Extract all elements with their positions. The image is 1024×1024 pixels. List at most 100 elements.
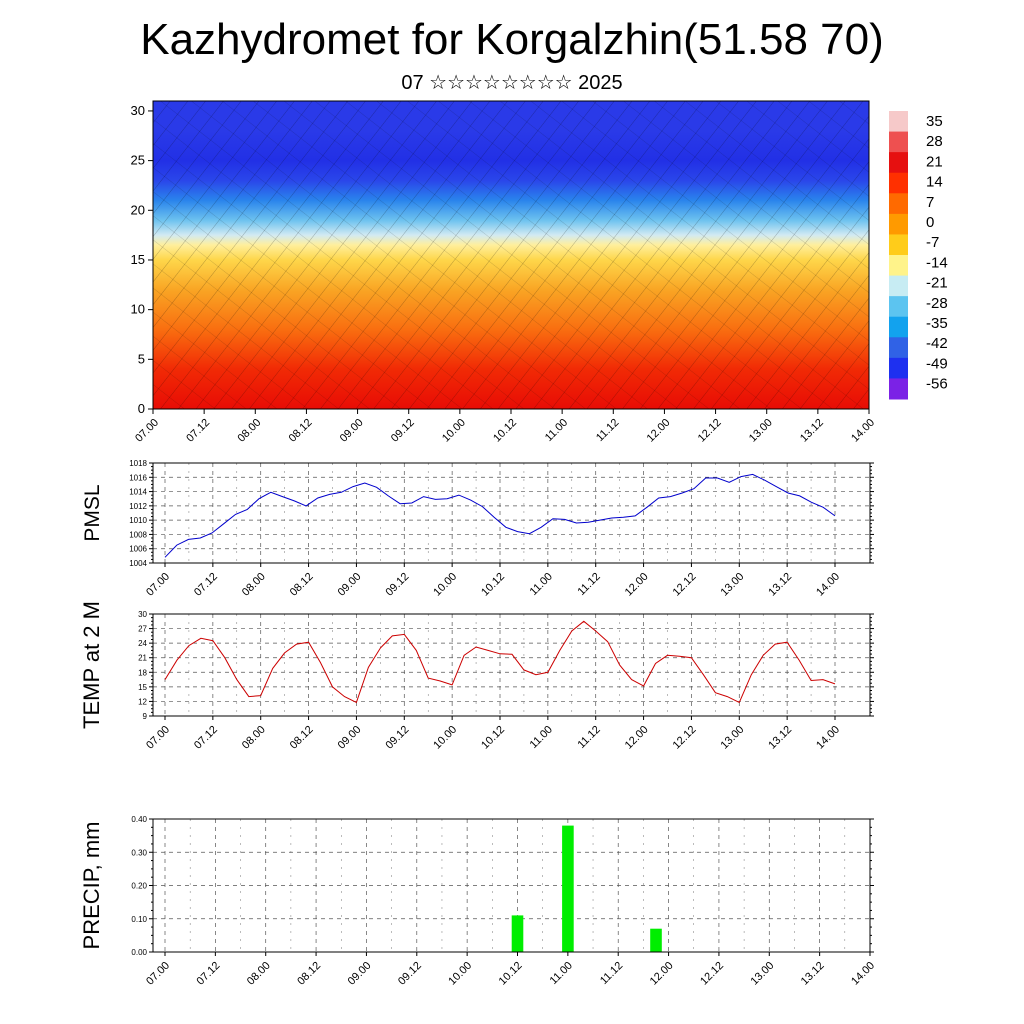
temp-panel: 9 12 15 18 21 24 27 30 07.00 07.12 08.00 08.12 09.00… xyxy=(79,601,874,752)
x-tick-label: 07.00 xyxy=(144,724,172,752)
colorbar-segment xyxy=(889,213,908,235)
colorbar-label: -21 xyxy=(926,275,948,292)
colorbar-segment xyxy=(889,316,908,338)
y-tick-label: 1008 xyxy=(129,530,147,539)
x-tick-label: 07.12 xyxy=(192,571,220,599)
x-tick-label: 11.12 xyxy=(575,724,602,751)
x-tick-label: 13.00 xyxy=(718,724,746,752)
y-tick-label: 12 xyxy=(138,697,147,706)
colorbar-label: -35 xyxy=(926,315,948,332)
x-tick-label: 07.00 xyxy=(133,417,161,445)
colorbar-segment xyxy=(889,131,908,153)
y-tick-label: 0 xyxy=(138,401,145,416)
precip-bar xyxy=(562,825,574,952)
colorbar-label: -7 xyxy=(926,234,939,251)
x-tick-label: 07.00 xyxy=(144,571,172,599)
y-axis-label: TEMP at 2 M xyxy=(79,601,104,729)
y-tick-label: 21 xyxy=(138,654,147,663)
y-tick-label: 5 xyxy=(138,351,145,366)
colorbar-label: -42 xyxy=(926,335,948,352)
x-tick-label: 09.12 xyxy=(383,571,411,599)
x-tick-label: 12.12 xyxy=(671,571,699,599)
x-tick-label: 11.00 xyxy=(543,417,570,444)
colorbar-segment xyxy=(889,193,908,215)
x-tick-label: 13.12 xyxy=(766,724,794,752)
colorbar-label: 21 xyxy=(926,153,943,170)
x-tick-label: 13.00 xyxy=(748,960,776,988)
colorbar: 35 28 21 14 7 0 -7 -14 -21 -28 -35 -42 -49 -56 xyxy=(889,111,948,400)
y-tick-label: 10 xyxy=(131,302,145,317)
y-tick-label: 1010 xyxy=(129,516,147,525)
x-tick-label: 12.12 xyxy=(698,960,726,988)
x-tick-label: 14.00 xyxy=(814,571,842,599)
colorbar-segment xyxy=(889,378,908,400)
colorbar-segment xyxy=(889,296,908,318)
x-tick-label: 09.12 xyxy=(389,417,417,445)
y-tick-label: 30 xyxy=(138,610,147,619)
x-tick-label: 08.12 xyxy=(288,571,316,599)
x-tick-label: 10.12 xyxy=(479,571,507,599)
x-tick-label: 08.00 xyxy=(240,571,268,599)
x-tick-label: 08.00 xyxy=(245,960,273,988)
colorbar-segment xyxy=(889,357,908,379)
colorbar-segment xyxy=(889,275,908,297)
colorbar-label: 0 xyxy=(926,214,934,231)
x-tick-label: 13.12 xyxy=(798,417,826,445)
x-tick-label: 13.12 xyxy=(766,571,794,599)
x-tick-label: 11.00 xyxy=(528,724,555,751)
x-tick-label: 09.00 xyxy=(336,571,364,599)
x-tick-label: 09.12 xyxy=(396,960,424,988)
x-tick-label: 10.12 xyxy=(491,417,519,445)
y-tick-label: 0.30 xyxy=(131,848,147,857)
x-tick-label: 11.12 xyxy=(594,417,621,444)
colorbar-label: 28 xyxy=(926,133,943,150)
x-tick-label: 10.00 xyxy=(440,417,468,445)
x-tick-label: 12.12 xyxy=(696,417,724,445)
x-tick-label: 14.00 xyxy=(849,417,877,445)
y-tick-label: 1014 xyxy=(129,488,147,497)
y-tick-label: 1016 xyxy=(129,473,147,482)
x-tick-label: 14.00 xyxy=(849,960,877,988)
x-tick-label: 11.12 xyxy=(598,960,625,987)
x-tick-label: 11.00 xyxy=(528,571,555,598)
x-tick-label: 13.00 xyxy=(747,417,775,445)
x-tick-label: 08.12 xyxy=(295,960,323,988)
y-axis-label: PRECIP, mm xyxy=(79,822,104,950)
y-tick-label: 30 xyxy=(131,103,145,118)
x-tick-label: 08.12 xyxy=(288,724,316,752)
colorbar-segment xyxy=(889,111,908,133)
x-tick-label: 12.00 xyxy=(648,960,676,988)
x-tick-label: 10.12 xyxy=(497,960,525,988)
colorbar-label: -28 xyxy=(926,295,948,312)
colorbar-label: -49 xyxy=(926,355,948,372)
y-tick-label: 0.40 xyxy=(131,815,147,824)
x-tick-label: 07.00 xyxy=(144,960,172,988)
y-tick-label: 9 xyxy=(143,712,148,721)
precip-panel: 0.00 0.10 0.20 0.30 0.40 07.00 07.12 08.00 08.12… xyxy=(79,815,877,988)
page-title: Kazhydromet for Korgalzhin(51.58 70) xyxy=(140,15,884,64)
y-tick-label: 1018 xyxy=(129,459,147,468)
x-tick-label: 13.12 xyxy=(799,960,827,988)
x-tick-label: 12.00 xyxy=(645,417,673,445)
x-tick-label: 10.00 xyxy=(431,571,459,599)
x-tick-label: 13.00 xyxy=(718,571,746,599)
y-tick-label: 27 xyxy=(138,625,147,634)
series-line xyxy=(164,620,836,704)
y-tick-label: 1012 xyxy=(129,502,147,511)
colorbar-label: 14 xyxy=(926,174,943,191)
x-tick-label: 08.12 xyxy=(287,417,315,445)
colorbar-label: -56 xyxy=(926,376,948,393)
colorbar-segment xyxy=(889,234,908,256)
colorbar-label: 35 xyxy=(926,113,943,130)
y-tick-label: 25 xyxy=(131,153,145,168)
y-tick-label: 20 xyxy=(131,202,145,217)
x-tick-label: 11.12 xyxy=(575,571,602,598)
x-tick-label: 10.00 xyxy=(431,724,459,752)
y-axis-label: PMSL xyxy=(81,484,104,541)
y-tick-label: 1006 xyxy=(129,545,147,554)
y-tick-label: 18 xyxy=(138,668,147,677)
wind-vectors-secondary xyxy=(153,101,869,409)
y-tick-label: 15 xyxy=(131,252,145,267)
x-tick-label: 10.12 xyxy=(479,724,507,752)
